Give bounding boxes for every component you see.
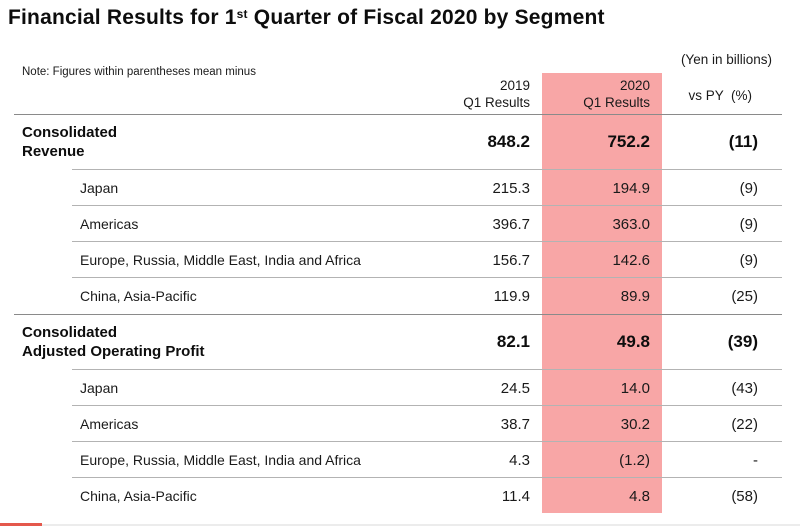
row-label: Japan (80, 380, 119, 396)
value-vs-py: (39) (727, 332, 758, 351)
value-vs-py: (11) (728, 132, 758, 151)
col-header-vs-py: vs PY (%) (688, 87, 752, 103)
value-vs-py: (22) (731, 415, 758, 433)
section-consolidated-adjusted-operating-profit: Consolidated Adjusted Operating Profit 8… (0, 314, 782, 514)
value-2019: 82.1 (496, 332, 530, 351)
table-row-japan: Japan 24.5 14.0 (43) (0, 370, 782, 406)
section-label-line1: Consolidated (22, 124, 118, 141)
value-2019: 848.2 (487, 132, 530, 151)
value-2020: (1.2) (619, 451, 650, 469)
section-label: Consolidated Revenue (0, 123, 415, 161)
results-table: 2019 Q1 Results 2020 Q1 Results vs PY (%… (0, 76, 782, 514)
table-row-europe: Europe, Russia, Middle East, India and A… (0, 242, 782, 278)
col-header-2020-label: Q1 Results (583, 95, 650, 110)
value-2019: 119.9 (493, 287, 530, 305)
value-vs-py: (58) (731, 487, 758, 505)
row-label: Europe, Russia, Middle East, India and A… (80, 452, 361, 468)
table-row-americas: Americas 38.7 30.2 (22) (0, 406, 782, 442)
row-label: Americas (80, 216, 139, 232)
note-text: Note: Figures within parentheses mean mi… (22, 66, 256, 78)
value-2019: 396.7 (492, 215, 530, 233)
row-label: Europe, Russia, Middle East, India and A… (80, 252, 361, 268)
row-label: Japan (80, 180, 119, 196)
value-vs-py: (9) (739, 251, 758, 269)
value-2019: 4.3 (509, 451, 530, 469)
value-2020: 363.0 (612, 215, 650, 233)
col-header-2019-label: Q1 Results (463, 95, 530, 110)
value-vs-py: - (753, 451, 758, 469)
page-title: Financial Results for 1st Quarter of Fis… (8, 6, 605, 30)
section-label-line2: Adjusted Operating Profit (22, 343, 205, 360)
value-2020: 49.8 (616, 332, 650, 351)
value-2019: 156.7 (492, 251, 530, 269)
value-2020: 142.6 (612, 251, 650, 269)
value-2020: 752.2 (607, 132, 650, 151)
value-vs-py: (25) (731, 287, 758, 305)
table-header-row: 2019 Q1 Results 2020 Q1 Results vs PY (%… (0, 76, 782, 114)
footer-divider (42, 524, 800, 526)
title-superscript: st (236, 7, 248, 21)
table-row-europe: Europe, Russia, Middle East, India and A… (0, 442, 782, 478)
col-header-2020: 2020 Q1 Results (542, 77, 662, 114)
row-label: Americas (80, 416, 139, 432)
value-vs-py: (9) (739, 215, 758, 233)
section-label: Consolidated Adjusted Operating Profit (0, 323, 415, 361)
col-header-2019-year: 2019 (499, 78, 530, 93)
table-row-americas: Americas 396.7 363.0 (9) (0, 206, 782, 242)
title-suffix: Quarter of Fiscal 2020 by Segment (247, 6, 605, 29)
value-2019: 24.5 (500, 379, 530, 397)
value-2020: 89.9 (620, 287, 650, 305)
section-label-line2: Revenue (22, 143, 85, 160)
value-2020: 194.9 (612, 179, 650, 197)
table-row-japan: Japan 215.3 194.9 (9) (0, 170, 782, 206)
value-2020: 4.8 (629, 487, 650, 505)
section-consolidated-revenue: Consolidated Revenue 848.2 752.2 (11) Ja… (0, 114, 782, 314)
value-2019: 215.3 (492, 179, 530, 197)
table-row-china-asia-pacific: China, Asia-Pacific 11.4 4.8 (58) (0, 478, 782, 514)
section-header-row: Consolidated Adjusted Operating Profit 8… (0, 314, 782, 370)
footer-accent-bar (0, 523, 42, 526)
section-header-row: Consolidated Revenue 848.2 752.2 (11) (0, 114, 782, 170)
row-label: China, Asia-Pacific (80, 488, 197, 504)
section-label-line1: Consolidated (22, 324, 118, 341)
value-vs-py: (43) (731, 379, 758, 397)
col-header-2019: 2019 Q1 Results (415, 77, 530, 114)
row-label: China, Asia-Pacific (80, 288, 197, 304)
title-prefix: Financial Results for 1 (8, 6, 237, 29)
highlight-column-2020 (542, 73, 662, 513)
value-2020: 14.0 (620, 379, 650, 397)
value-2019: 11.4 (501, 487, 530, 505)
table-row-china-asia-pacific: China, Asia-Pacific 119.9 89.9 (25) (0, 278, 782, 314)
unit-label: (Yen in billions) (680, 52, 772, 67)
col-header-2020-year: 2020 (619, 78, 650, 93)
value-2020: 30.2 (620, 415, 650, 433)
value-2019: 38.7 (500, 415, 530, 433)
value-vs-py: (9) (739, 179, 758, 197)
